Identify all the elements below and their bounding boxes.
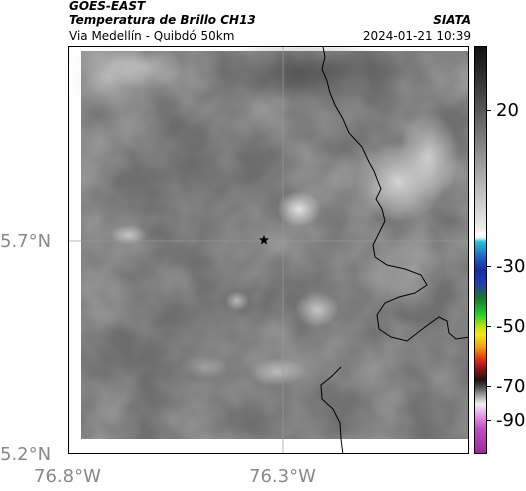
colorbar-tick [487, 420, 491, 421]
lat-label: 5.7°N [0, 231, 52, 252]
product-title: Temperatura de Brillo CH13 [69, 13, 256, 27]
lon-label: 76.3°W [249, 466, 316, 487]
colorbar-label: -70 [496, 376, 526, 397]
region-label: Via Medellín - Quibdó 50km [69, 29, 235, 43]
colorbar-label: 20 [496, 100, 519, 121]
colorbar-label: -90 [496, 410, 526, 431]
location-marker[interactable] [259, 235, 269, 245]
star-icon [259, 235, 269, 245]
lat-label: 5.2°N [0, 444, 52, 465]
colorbar-tick [487, 110, 491, 111]
satellite-title: GOES-EAST [69, 0, 146, 13]
timestamp: 2024-01-21 10:39 [362, 29, 471, 43]
colorbar-tick [487, 386, 491, 387]
border-line [321, 47, 468, 342]
map-image [69, 47, 468, 453]
satellite-map[interactable] [68, 46, 469, 454]
colorbar-label: -30 [496, 256, 526, 277]
colorbar-tick [487, 326, 491, 327]
lon-label: 76.8°W [34, 466, 101, 487]
colorbar-label: -50 [496, 316, 526, 337]
cloud-field [69, 47, 468, 439]
colorbar-tick [487, 266, 491, 267]
source-label: SIATA [433, 13, 471, 27]
border-line [320, 366, 344, 453]
colorbar [474, 46, 487, 454]
